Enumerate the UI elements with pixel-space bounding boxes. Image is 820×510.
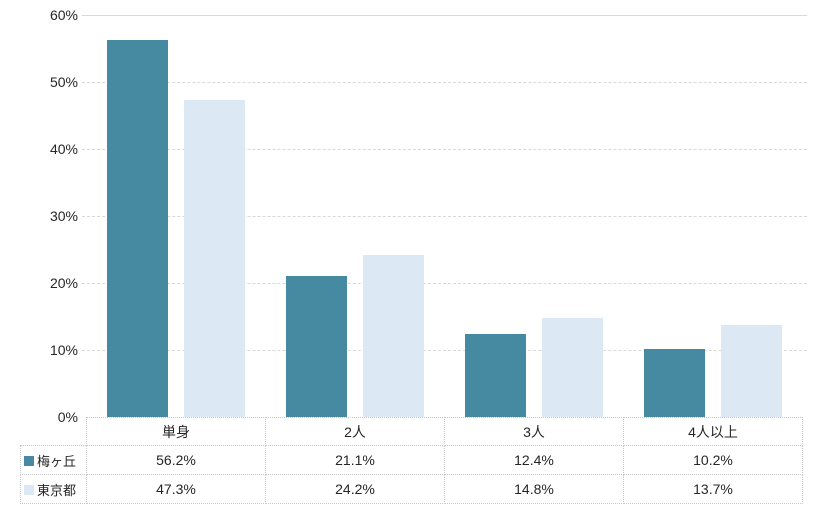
value-cell-series2-category4: 13.7% (623, 474, 803, 504)
y-axis-tick-label: 50% (49, 74, 78, 90)
table-corner-cell (21, 418, 87, 446)
bar-series1-category4 (644, 348, 706, 417)
gridline (82, 149, 807, 150)
bar-series2-category3 (542, 317, 604, 417)
value-cell-series2-category1: 47.3% (86, 474, 266, 504)
value-cell-series1-category3: 12.4% (444, 445, 624, 475)
legend-swatch-series2 (24, 485, 34, 496)
value-cell-series1-category4: 10.2% (623, 445, 803, 475)
y-axis-tick-label: 20% (49, 275, 78, 291)
series-name-label: 梅ヶ丘 (37, 453, 77, 469)
y-axis-tick-label: 10% (49, 342, 78, 358)
table-body: 梅ヶ丘 56.2% 21.1% 12.4% 10.2% 東京都 47.3% 24.2% 14.8… (20, 445, 803, 504)
bar-series1-category2 (285, 275, 347, 417)
bar-series1-category1 (106, 40, 168, 417)
value-cell-series2-category2: 24.2% (265, 474, 445, 504)
table-row-series1: 梅ヶ丘 56.2% 21.1% 12.4% 10.2% (20, 445, 803, 475)
category-header-cell-1: 単身 (86, 417, 266, 446)
bar-series2-category1 (183, 100, 245, 417)
gridline (82, 283, 807, 284)
gridline (82, 15, 807, 16)
series-row-header-1: 梅ヶ丘 (20, 445, 87, 475)
y-axis-tick-label: 60% (49, 7, 78, 23)
y-axis-tick-label: 40% (49, 141, 78, 157)
category-header-cell-2: 2人 (265, 417, 445, 446)
table-row-series2: 東京都 47.3% 24.2% 14.8% 13.7% (20, 474, 803, 504)
value-cell-series1-category2: 21.1% (265, 445, 445, 475)
data-table: 単身 2人 3人 4人以上 梅ヶ丘 56.2% 21.1% 12.4% 10.2% 東京都 47.… (20, 417, 803, 504)
value-cell-series2-category3: 14.8% (444, 474, 624, 504)
y-axis-tick-label: 0% (57, 409, 78, 425)
gridline (82, 216, 807, 217)
category-header-cell-3: 3人 (444, 417, 624, 446)
y-axis: 0% 10% 20% 30% 40% 50% 60% (0, 0, 78, 510)
legend-swatch-series1 (24, 456, 34, 467)
table-header-row: 単身 2人 3人 4人以上 (21, 417, 803, 446)
bar-group-4 (624, 15, 803, 417)
bar-group-2 (265, 15, 444, 417)
y-axis-tick-label: 30% (49, 208, 78, 224)
category-header-cell-4: 4人以上 (623, 417, 803, 446)
gridline (82, 350, 807, 351)
gridline (82, 82, 807, 83)
bar-group-3 (445, 15, 624, 417)
series-row-header-2: 東京都 (20, 474, 87, 504)
value-cell-series1-category1: 56.2% (86, 445, 266, 475)
bar-series2-category2 (362, 254, 424, 417)
gridlines (82, 15, 807, 417)
bar-series1-category3 (465, 333, 527, 417)
plot-area (86, 15, 803, 417)
bar-series2-category4 (721, 325, 783, 417)
bar-group-1 (86, 15, 265, 417)
series-name-label: 東京都 (37, 482, 77, 498)
